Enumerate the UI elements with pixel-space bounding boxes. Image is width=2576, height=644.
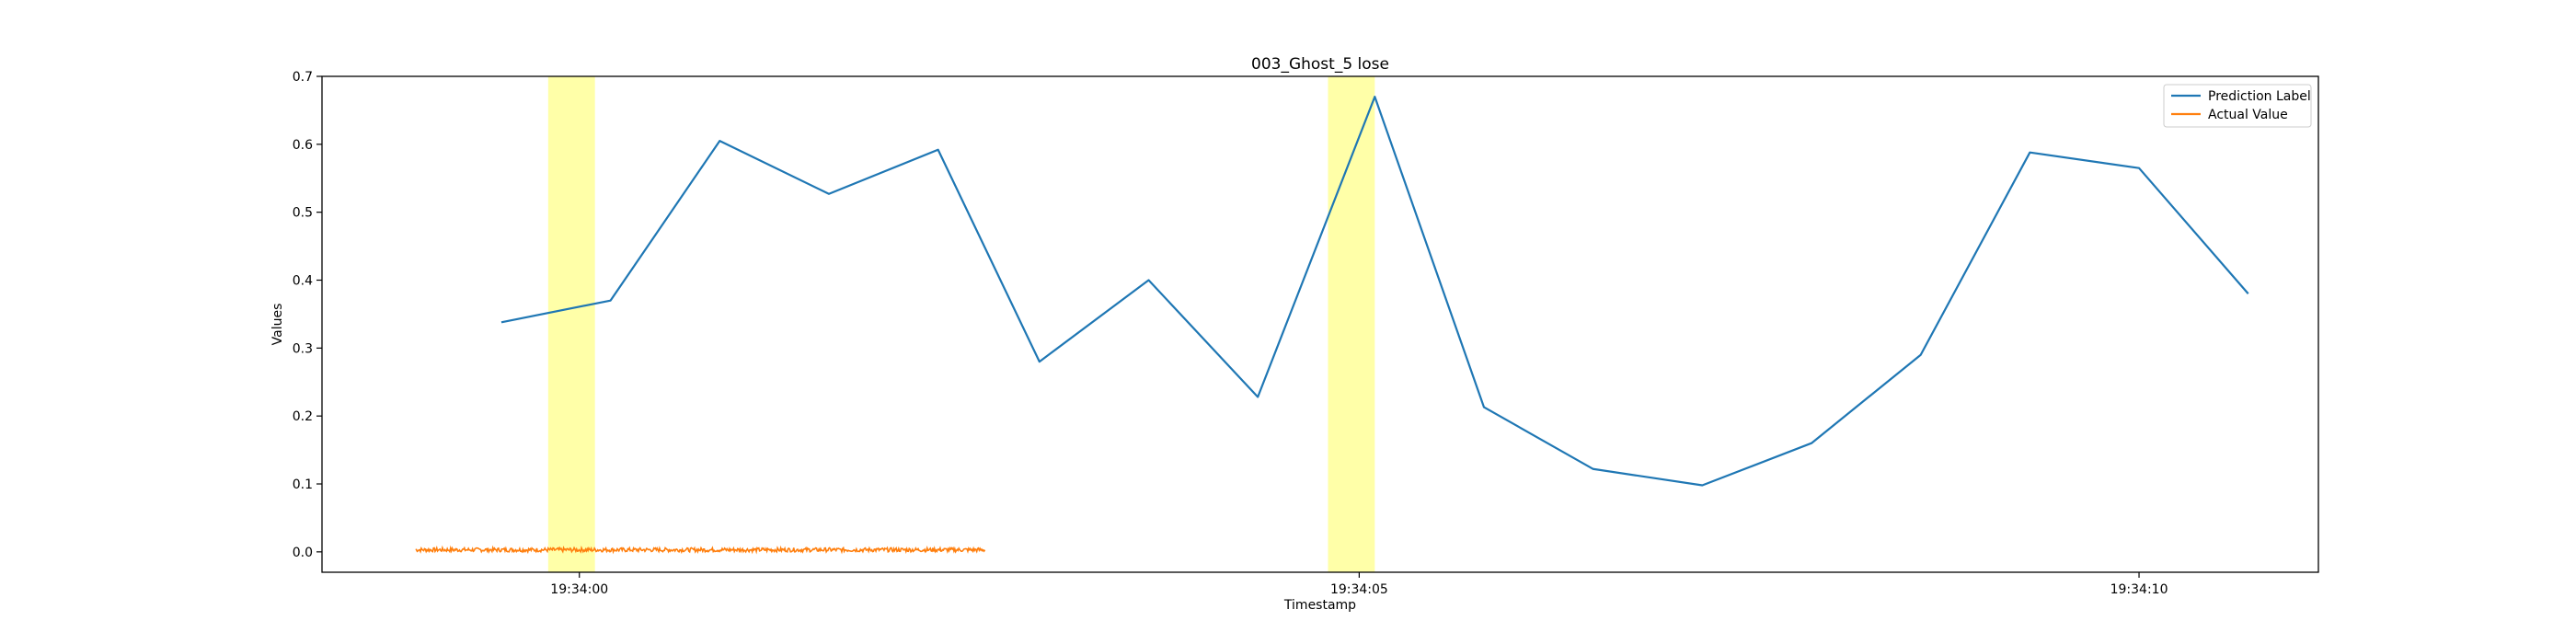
y-tick-label-2: 0.1 <box>293 477 313 492</box>
highlight-span-2 <box>1328 76 1375 572</box>
plot-frame <box>321 75 2319 573</box>
highlight-span-1 <box>547 76 595 572</box>
series-line-actual-value <box>415 545 986 555</box>
y-axis-label: Values <box>270 304 285 346</box>
x-tick-label-3: 19:34:10 <box>2110 582 2168 597</box>
y-tick-label-3: 0.2 <box>293 409 313 424</box>
series-lines <box>415 96 2249 555</box>
y-tick-label-6: 0.5 <box>293 206 313 221</box>
x-axis: 19:34:00 19:34:05 19:34:10 <box>550 572 2168 597</box>
series-line-prediction-label <box>500 96 2249 487</box>
y-tick-label-4: 0.3 <box>293 341 313 356</box>
x-tick-label-1: 19:34:00 <box>550 582 608 597</box>
highlight-spans <box>547 76 1375 572</box>
legend-entry-prediction-label: Prediction Label <box>2208 89 2311 104</box>
y-tick-label-8: 0.7 <box>293 70 313 85</box>
chart-title: 003_Ghost_5 lose <box>1251 55 1389 74</box>
x-axis-label: Timestamp <box>1283 598 1356 613</box>
y-axis: 0.0 0.1 0.2 0.3 0.4 0.5 0.6 0.7 <box>293 70 322 560</box>
x-tick-label-2: 19:34:05 <box>1330 582 1388 597</box>
y-tick-label-1: 0.0 <box>293 546 313 560</box>
y-tick-label-7: 0.6 <box>293 138 313 153</box>
y-tick-label-5: 0.4 <box>293 274 313 289</box>
legend: Prediction Label Actual Value <box>2163 84 2312 128</box>
legend-entry-actual-value: Actual Value <box>2208 108 2288 122</box>
